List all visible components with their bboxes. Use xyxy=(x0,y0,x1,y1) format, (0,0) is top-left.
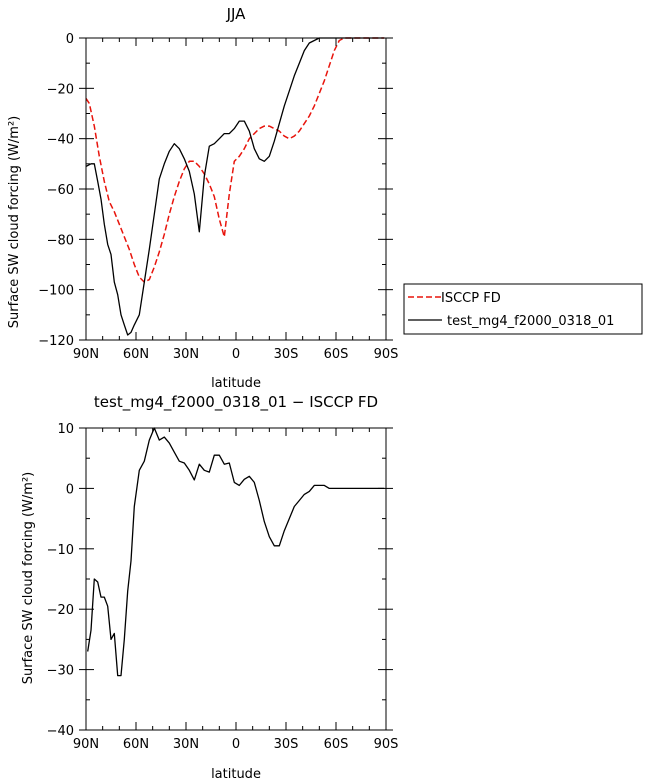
bottom-y-tick-label: −30 xyxy=(47,664,74,679)
top-y-tick-label: −100 xyxy=(38,284,74,299)
bottom-x-tick-label: 0 xyxy=(232,737,240,752)
top-x-tick-label: 60S xyxy=(324,347,349,362)
bottom-x-tick-label: 60S xyxy=(324,737,349,752)
bottom-x-tick-label: 30S xyxy=(274,737,299,752)
bottom-x-tick-label: 30N xyxy=(173,737,199,752)
top-y-tick-label: −80 xyxy=(47,233,74,248)
bottom-y-tick-label: −20 xyxy=(47,603,74,618)
top-y-tick-label: −120 xyxy=(38,334,74,349)
bottom-ticks-layer: 90N 60N 30N 0 30S 60S 90S 10 0 −10 −20 −30 −40 xyxy=(47,422,399,752)
bottom-x-tick-label: 90N xyxy=(73,737,99,752)
top-ticks-layer: 90N 60N 30N 0 30S 60S 90S 0 −20 −40 −60 −80 −100 −120 xyxy=(38,32,398,362)
bottom-plot-frame xyxy=(85,427,387,731)
top-y-tick-label: −20 xyxy=(47,82,74,97)
top-series-layer xyxy=(85,37,385,336)
legend: ISCCP FD test_mg4_f2000_0318_01 xyxy=(403,283,643,335)
bottom-y-axis-label: Surface SW cloud forcing (W/m²) xyxy=(21,472,36,684)
top-series-line-0 xyxy=(85,37,385,283)
top-x-tick-label: 90S xyxy=(374,347,399,362)
bottom-series-line-0 xyxy=(87,427,385,677)
top-panel: JJA 90N 60N 30N 0 30S 60S 90S 0 −20 −40 −60 −80 −100… xyxy=(7,5,398,391)
top-x-tick-label: 30S xyxy=(274,347,299,362)
bottom-x-axis-label: latitude xyxy=(211,767,261,782)
top-series-line-1 xyxy=(85,37,385,336)
legend-box xyxy=(403,283,643,335)
bottom-x-tick-label: 60N xyxy=(123,737,149,752)
top-x-tick-label: 60N xyxy=(123,347,149,362)
bottom-chart-title: test_mg4_f2000_0318_01 − ISCCP FD xyxy=(94,393,378,412)
bottom-x-tick-label: 90S xyxy=(374,737,399,752)
top-x-tick-label: 30N xyxy=(173,347,199,362)
top-plot-frame xyxy=(85,37,387,341)
top-y-tick-label: 0 xyxy=(66,32,74,47)
bottom-y-tick-label: −10 xyxy=(47,543,74,558)
top-x-axis-label: latitude xyxy=(211,376,261,391)
top-y-axis-label: Surface SW cloud forcing (W/m²) xyxy=(7,116,22,328)
bottom-y-tick-label: 10 xyxy=(57,422,74,437)
legend-label-test: test_mg4_f2000_0318_01 xyxy=(447,314,614,329)
bottom-y-tick-label: −40 xyxy=(47,724,74,739)
top-chart-title: JJA xyxy=(226,5,247,23)
top-x-tick-label: 90N xyxy=(73,347,99,362)
bottom-panel: test_mg4_f2000_0318_01 − ISCCP FD 90N 60N… xyxy=(21,393,398,782)
bottom-series-layer xyxy=(87,427,385,677)
bottom-y-tick-label: 0 xyxy=(66,482,74,497)
top-y-tick-label: −60 xyxy=(47,183,74,198)
top-y-tick-label: −40 xyxy=(47,133,74,148)
legend-label-isccp: ISCCP FD xyxy=(441,291,501,306)
top-x-tick-label: 0 xyxy=(232,347,240,362)
